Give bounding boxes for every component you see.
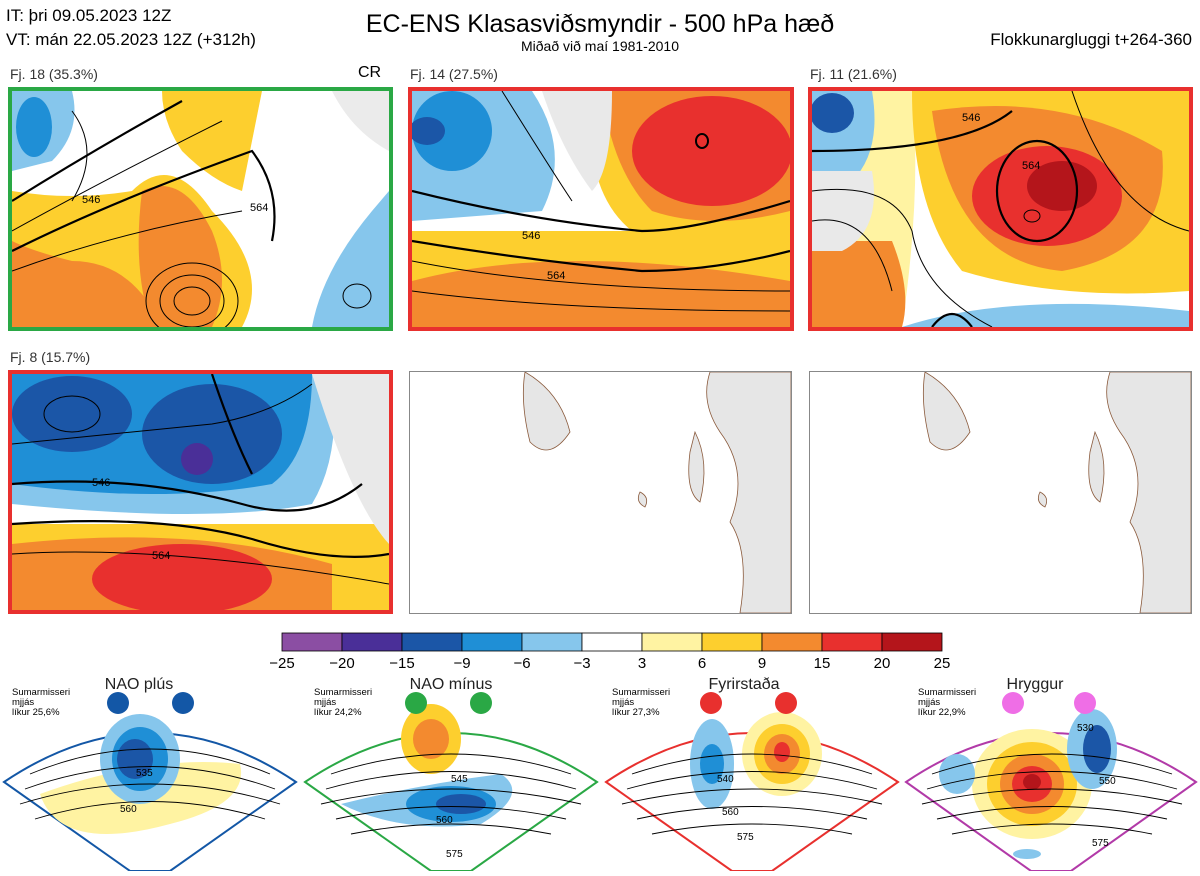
regime-info-nao-minus: Sumarmisseri mjjás líkur 24,2% <box>314 687 373 718</box>
page-title: EC-ENS Klasasviðsmyndir - 500 hPa hæð <box>365 10 835 38</box>
regime-panel-ridge: 530 550 575 <box>902 694 1200 876</box>
empty-map-6 <box>809 371 1192 614</box>
colorbar-tick-label: −25 <box>269 655 295 672</box>
classification-window: Flokkunargluggi t+264-360 <box>990 30 1192 49</box>
header-info: IT: þri 09.05.2023 12Z VT: mán 22.05.202… <box>6 4 256 52</box>
colorbar-tick-label: −3 <box>573 655 591 672</box>
regime-panel-blocking: 540 560 575 <box>602 694 902 876</box>
valid-time: VT: mán 22.05.2023 12Z (+312h) <box>6 30 256 49</box>
contour-label: 546 <box>92 477 110 489</box>
colorbar-segment <box>701 632 763 652</box>
contour-label: 546 <box>82 194 100 206</box>
colorbar-tick-label: −9 <box>453 655 471 672</box>
regime-title-ridge: Hryggur <box>1006 676 1064 693</box>
colorbar-tick-label: 3 <box>637 655 647 672</box>
regime-dot <box>405 692 427 714</box>
regime-info-blocking: Sumarmisseri mjjás líkur 27,3% <box>612 687 671 718</box>
colorbar-segment <box>821 632 883 652</box>
colorbar-segment <box>461 632 523 652</box>
regime-dot <box>1074 692 1096 714</box>
cluster-label-3: Fj. 11 (21.6%) <box>810 66 897 82</box>
empty-map-5 <box>409 371 792 614</box>
regime-contour-label: 575 <box>737 832 754 843</box>
initial-time: IT: þri 09.05.2023 12Z <box>6 6 172 25</box>
colorbar-segment <box>341 632 403 652</box>
regime-contour-label: 575 <box>446 849 463 860</box>
colorbar-tick-label: 9 <box>757 655 767 672</box>
colorbar-tick-label: 6 <box>697 655 707 672</box>
colorbar-segment <box>641 632 703 652</box>
colorbar <box>281 632 943 652</box>
cluster-map-4: 546 564 <box>8 370 393 614</box>
cluster-label-2: Fj. 14 (27.5%) <box>410 66 498 82</box>
regime-contour-label: 545 <box>451 774 468 785</box>
regime-title-blocking: Fyrirstaða <box>708 676 780 693</box>
contour-label: 564 <box>152 550 170 562</box>
cluster-map-3: 546 564 <box>808 87 1193 331</box>
regime-dot <box>172 692 194 714</box>
regime-contour-label: 560 <box>120 804 137 815</box>
regime-dot <box>775 692 797 714</box>
colorbar-tick-label: 20 <box>873 655 891 672</box>
regime-contour-label: 535 <box>136 768 153 779</box>
regime-title-nao-plus: NAO plús <box>104 676 174 693</box>
colorbar-tick-label: 15 <box>813 655 831 672</box>
colorbar-segment <box>881 632 943 652</box>
contour-label: 546 <box>522 230 540 242</box>
cluster-map-1: 546 564 <box>8 87 393 331</box>
colorbar-segment <box>281 632 343 652</box>
contour-label: 546 <box>962 112 980 124</box>
regime-contour-label: 530 <box>1077 723 1094 734</box>
regime-dot <box>1002 692 1024 714</box>
regime-contour-label: 575 <box>1092 838 1109 849</box>
page-subtitle: Miðað við maí 1981-2010 <box>521 38 679 54</box>
cluster-label-1: Fj. 18 (35.3%) <box>10 66 98 82</box>
regime-contour-label: 540 <box>717 774 734 785</box>
cluster-map-2: 546 564 <box>408 87 794 331</box>
colorbar-segment <box>581 632 643 652</box>
colorbar-segment <box>401 632 463 652</box>
colorbar-tick-label: −20 <box>329 655 355 672</box>
regime-contour-label: 560 <box>722 807 739 818</box>
regime-info-ridge: Sumarmisseri mjjás líkur 22,9% <box>918 687 977 718</box>
cluster-tag-cr: CR <box>358 64 382 81</box>
contour-label: 564 <box>1022 160 1040 172</box>
regime-contour-label: 550 <box>1099 776 1116 787</box>
colorbar-segment <box>761 632 823 652</box>
contour-label: 564 <box>547 270 565 282</box>
regime-panel-nao-plus: 535 560 <box>0 694 300 876</box>
regime-info-nao-plus: Sumarmisseri mjjás líkur 25,6% <box>12 687 71 718</box>
colorbar-tick-label: 25 <box>933 655 951 672</box>
colorbar-tick-label: −6 <box>513 655 531 672</box>
contour-label: 564 <box>250 202 268 214</box>
cluster-label-4: Fj. 8 (15.7%) <box>10 349 91 365</box>
regime-dot <box>700 692 722 714</box>
colorbar-tick-label: −15 <box>389 655 415 672</box>
regime-contour-label: 560 <box>436 815 453 826</box>
colorbar-segment <box>521 632 583 652</box>
regime-dot <box>470 692 492 714</box>
regime-dot <box>107 692 129 714</box>
regime-title-nao-minus: NAO mínus <box>409 676 493 693</box>
regime-panel-nao-minus: 545 560 575 <box>301 694 601 876</box>
